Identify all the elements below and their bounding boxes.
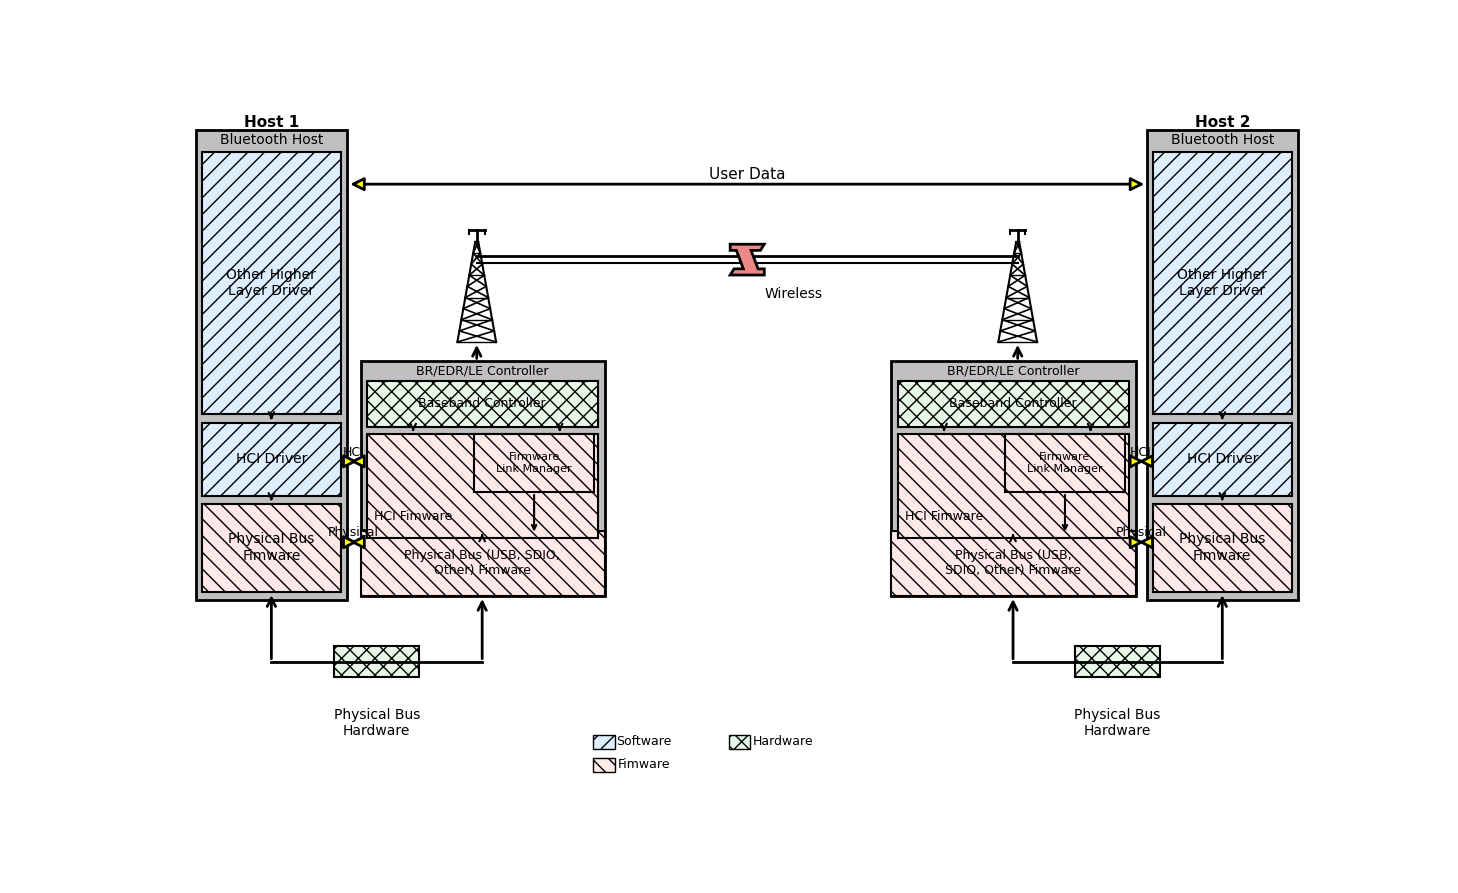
Text: Host 1: Host 1 [243, 115, 299, 130]
Bar [203, 423, 341, 496]
Bar [1147, 130, 1298, 600]
Text: Wireless: Wireless [765, 288, 822, 301]
Text: Bluetooth Host: Bluetooth Host [1171, 133, 1274, 147]
Bar [593, 758, 615, 772]
Bar [367, 434, 598, 538]
Bar [1153, 152, 1292, 413]
Text: HCI: HCI [343, 446, 364, 459]
Text: Bluetooth Host: Bluetooth Host [220, 133, 324, 147]
Bar [1006, 434, 1124, 492]
Polygon shape [730, 244, 764, 275]
Bar [360, 362, 605, 597]
Bar [891, 362, 1136, 597]
Text: Host 2: Host 2 [1194, 115, 1250, 130]
Bar [593, 735, 615, 748]
Text: Physical: Physical [1115, 527, 1166, 539]
Text: HCI Fimware: HCI Fimware [905, 510, 983, 523]
Text: HCI Driver: HCI Driver [236, 452, 308, 466]
Text: Physical Bus
Fimware: Physical Bus Fimware [229, 532, 315, 563]
Text: Hardware: Hardware [752, 735, 814, 748]
Text: BR/EDR/LE Controller: BR/EDR/LE Controller [946, 364, 1079, 377]
Bar [203, 152, 341, 413]
Text: Other Higher
Layer Driver: Other Higher Layer Driver [1178, 268, 1267, 298]
Text: Baseband Controller: Baseband Controller [949, 397, 1077, 410]
Text: Fimware: Fimware [618, 758, 671, 772]
Bar [197, 130, 347, 600]
Bar [474, 434, 593, 492]
Text: HCI Driver: HCI Driver [1187, 452, 1258, 466]
Bar [360, 530, 605, 597]
Bar [1075, 647, 1161, 677]
Bar [203, 504, 341, 592]
Text: HCI Fimware: HCI Fimware [375, 510, 452, 523]
Text: Other Higher
Layer Driver: Other Higher Layer Driver [226, 268, 316, 298]
Bar [898, 380, 1130, 427]
Text: BR/EDR/LE Controller: BR/EDR/LE Controller [416, 364, 548, 377]
Bar [334, 647, 420, 677]
Text: Firmware
Link Manager: Firmware Link Manager [496, 452, 572, 473]
Text: Physical Bus
Hardware: Physical Bus Hardware [334, 708, 420, 739]
Text: Physical Bus
Fimware: Physical Bus Fimware [1180, 532, 1266, 563]
Text: Firmware
Link Manager: Firmware Link Manager [1028, 452, 1102, 473]
Text: Physical Bus
Hardware: Physical Bus Hardware [1075, 708, 1161, 739]
Text: User Data: User Data [709, 167, 786, 182]
Text: Software: Software [617, 735, 672, 748]
Bar [367, 380, 598, 427]
Text: Physical: Physical [328, 527, 379, 539]
Bar [1153, 423, 1292, 496]
Text: Baseband Controller: Baseband Controller [418, 397, 545, 410]
Text: HCI: HCI [1130, 446, 1152, 459]
Text: Physical Bus (USB,
SDIO, Other) Fimware: Physical Bus (USB, SDIO, Other) Fimware [945, 549, 1080, 577]
Bar [898, 434, 1130, 538]
Bar [891, 530, 1136, 597]
Bar [1153, 504, 1292, 592]
Text: Physical Bus (USB, SDIO,
Other) Fimware: Physical Bus (USB, SDIO, Other) Fimware [404, 549, 560, 577]
Bar [729, 735, 751, 748]
